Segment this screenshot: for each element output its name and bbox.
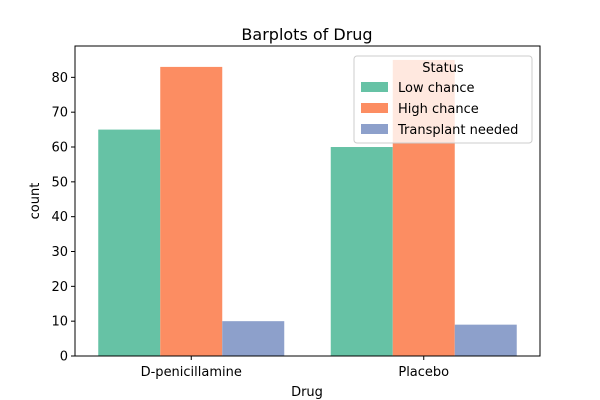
y-axis-ticks: 0 10 20 30 40 50 60 70 80 <box>51 71 75 365</box>
y-tick-label: 40 <box>51 210 68 225</box>
legend-swatch <box>361 103 388 113</box>
y-axis-label: count <box>28 183 43 220</box>
bar <box>330 147 393 356</box>
x-axis-ticks: D-penicillamine Placebo <box>141 356 449 380</box>
x-axis-label: Drug <box>291 385 323 400</box>
y-tick-label: 10 <box>51 315 68 330</box>
y-tick-label: 60 <box>51 141 68 156</box>
plot-frame <box>74 45 541 357</box>
bar <box>454 324 517 356</box>
legend-items: Low chance High chance Transplant needed <box>361 81 518 138</box>
chart-title: Barplots of Drug <box>241 25 372 44</box>
y-tick-label: 70 <box>51 106 68 121</box>
y-tick-label: 50 <box>51 175 68 190</box>
x-tick-label: D-penicillamine <box>141 365 242 380</box>
legend-box <box>353 55 533 144</box>
legend-swatch <box>361 82 388 92</box>
legend-label: Low chance <box>398 81 474 96</box>
legend-title: Status <box>422 61 464 76</box>
y-tick-label: 0 <box>60 350 68 365</box>
legend-swatch <box>361 124 388 134</box>
y-tick-label: 30 <box>51 245 68 260</box>
x-tick-label: Placebo <box>398 365 449 380</box>
legend: Status Low chance High chance Transplant n… <box>353 55 533 144</box>
legend-label: Transplant needed <box>397 123 518 138</box>
y-tick-label: 20 <box>51 280 68 295</box>
bar <box>160 66 223 357</box>
bar <box>222 321 285 356</box>
bar <box>98 129 161 356</box>
y-tick-label: 80 <box>51 71 68 86</box>
legend-label: High chance <box>398 102 479 117</box>
